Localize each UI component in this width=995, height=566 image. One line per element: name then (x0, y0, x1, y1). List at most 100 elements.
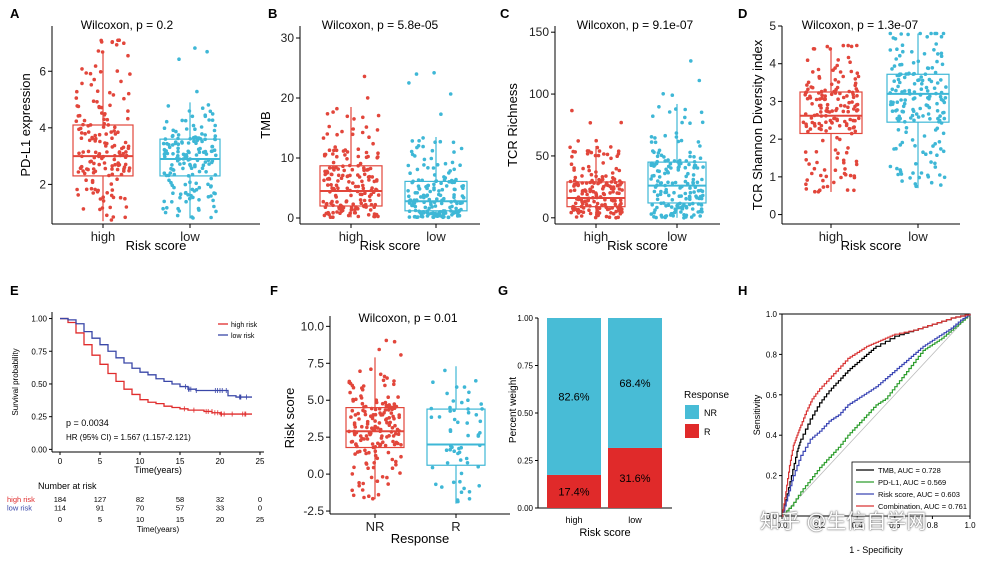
data-point (478, 431, 482, 435)
data-point (825, 109, 830, 114)
data-point (210, 144, 215, 149)
data-point (378, 372, 383, 377)
data-point (857, 116, 861, 121)
data-point (434, 482, 438, 487)
data-point (820, 93, 824, 97)
data-point (339, 176, 344, 180)
bar-value-label: 31.6% (619, 473, 650, 485)
y-axis-title: PD-L1 expression (18, 73, 33, 176)
data-point (415, 167, 420, 172)
data-point (407, 81, 411, 85)
data-point (581, 206, 586, 210)
data-point (817, 74, 821, 79)
data-point (924, 152, 928, 156)
data-point (173, 141, 178, 146)
box-R (426, 366, 486, 504)
chart-title: Wilcoxon, p = 1.3e-07 (802, 18, 919, 32)
data-point (357, 483, 362, 488)
data-point (322, 178, 326, 183)
data-point (595, 145, 600, 150)
data-point (74, 96, 79, 100)
data-point (596, 153, 601, 158)
data-point (829, 92, 834, 97)
data-point (376, 151, 380, 155)
data-point (374, 179, 379, 183)
data-point (476, 434, 481, 438)
data-point (616, 205, 620, 209)
data-point (410, 180, 415, 185)
data-point (939, 51, 944, 56)
data-point (176, 154, 180, 158)
data-point (614, 166, 619, 171)
data-point (110, 167, 114, 171)
data-point (165, 206, 169, 210)
data-point (569, 162, 574, 166)
data-point (448, 405, 452, 410)
data-point (655, 159, 659, 164)
data-point (93, 133, 97, 138)
data-point (617, 187, 622, 191)
box-low (404, 71, 468, 220)
data-point (206, 182, 210, 187)
y-tick-label: 20 (281, 91, 295, 105)
data-point (87, 138, 92, 143)
data-point (609, 145, 613, 149)
panel-label-b: B (268, 6, 277, 21)
data-point (900, 90, 904, 94)
data-point (410, 139, 415, 143)
data-point (479, 402, 484, 406)
data-point (568, 189, 573, 193)
y-tick-label: 0 (542, 211, 549, 225)
data-point (900, 140, 905, 145)
data-point (685, 181, 690, 186)
data-point (416, 178, 421, 182)
data-point (348, 163, 352, 168)
data-point (465, 421, 470, 425)
data-point (848, 173, 853, 178)
box-high (319, 74, 383, 219)
data-point (452, 449, 457, 454)
data-point (360, 424, 364, 429)
chart-title: Wilcoxon, p = 5.8e-05 (322, 18, 439, 32)
data-point (684, 196, 688, 201)
data-point (324, 202, 329, 206)
data-point (331, 110, 335, 114)
data-point (890, 102, 895, 106)
data-point (170, 200, 174, 204)
data-point (385, 420, 389, 425)
data-point (364, 125, 369, 129)
legend-label: Combination, AUC = 0.761 (878, 502, 967, 511)
data-point (573, 175, 578, 180)
data-point (927, 97, 931, 101)
data-point (176, 133, 181, 137)
data-point (893, 37, 898, 41)
data-point (920, 78, 925, 83)
data-point (659, 201, 663, 206)
data-point (810, 85, 815, 90)
data-point (593, 215, 598, 220)
data-point (162, 199, 166, 204)
data-point (196, 206, 201, 211)
y-tick-label: 10 (281, 151, 295, 165)
data-point (126, 116, 130, 121)
data-point (854, 159, 859, 164)
data-point (692, 160, 697, 164)
data-point (107, 173, 111, 178)
data-point (333, 145, 338, 149)
data-point (345, 114, 350, 119)
data-point (691, 177, 696, 182)
data-point (466, 410, 471, 415)
data-point (476, 464, 481, 469)
data-point (466, 407, 470, 411)
data-point (474, 379, 478, 383)
data-point (571, 149, 575, 154)
y-tick-label: 0.4 (766, 431, 778, 440)
data-point (594, 138, 598, 143)
data-point (128, 72, 132, 76)
data-point (585, 192, 589, 197)
data-point (394, 459, 398, 464)
data-point (450, 213, 454, 217)
data-point (916, 59, 921, 64)
data-point (904, 126, 909, 130)
